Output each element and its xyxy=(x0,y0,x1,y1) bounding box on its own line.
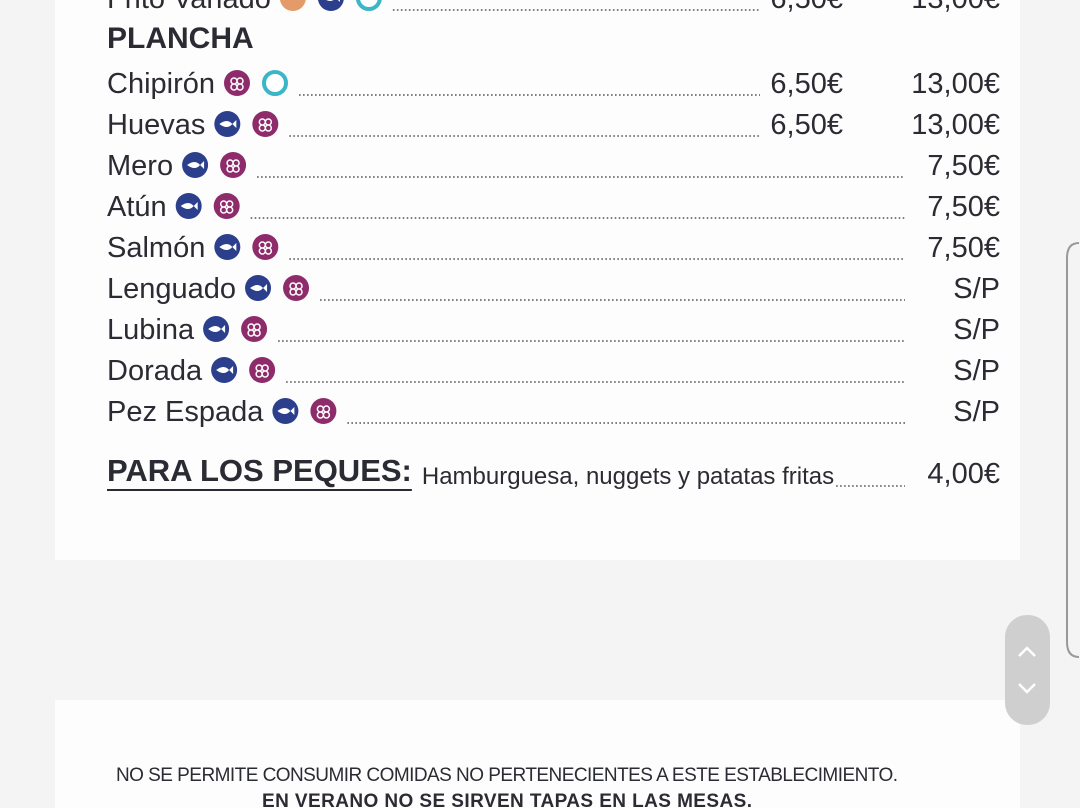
scroll-down-icon[interactable] xyxy=(1018,683,1036,694)
shrimp-icon xyxy=(280,0,306,11)
scroll-up-icon[interactable] xyxy=(1018,646,1036,657)
fish-shape xyxy=(219,120,237,128)
scroll-track xyxy=(1066,242,1080,658)
section-title: PLANCHA xyxy=(107,22,254,55)
item-name: Atún xyxy=(107,191,167,223)
full-price: 13,00€ xyxy=(911,68,1000,100)
kids-price: 4,00€ xyxy=(927,458,1000,490)
footer-line: NO SE PERMITE CONSUMIR COMIDAS NO PERTEN… xyxy=(116,765,898,786)
item-name: Frito Variado xyxy=(107,0,271,15)
fish-shape xyxy=(180,202,198,210)
fish-shape xyxy=(277,407,295,415)
item-name: Chipirón xyxy=(107,68,215,100)
mollusk-icon xyxy=(356,0,382,11)
item-name: Salmón xyxy=(107,232,205,264)
allergen-shape xyxy=(219,200,234,214)
half-price: 6,50€ xyxy=(770,68,843,100)
allergen-shape xyxy=(255,364,269,378)
fish-shape xyxy=(208,325,226,333)
allergen-shape xyxy=(316,405,331,419)
full-price: S/P xyxy=(953,355,1000,387)
allergen-shape xyxy=(258,118,273,132)
item-name: Pez Espada xyxy=(107,396,264,428)
item-name: Dorada xyxy=(107,355,203,387)
full-price: 13,00€ xyxy=(911,0,1000,15)
full-price: 7,50€ xyxy=(927,150,1000,182)
fish-icon xyxy=(318,0,344,11)
half-price: 6,50€ xyxy=(770,0,843,15)
item-name: Lenguado xyxy=(107,273,236,305)
mollusk-icon xyxy=(262,70,288,96)
kids-description: Hamburguesa, nuggets y patatas fritas xyxy=(422,463,834,490)
fish-shape xyxy=(326,0,340,2)
footer-line: EN VERANO NO SE SIRVEN TAPAS EN LAS MESA… xyxy=(262,791,752,808)
fish-shape xyxy=(219,243,237,251)
allergen-shape xyxy=(226,159,240,173)
full-price: S/P xyxy=(953,314,1000,346)
fish-shape xyxy=(187,161,205,169)
full-price: 7,50€ xyxy=(927,191,1000,223)
full-price: 13,00€ xyxy=(911,109,1000,141)
allergen-shape xyxy=(230,77,244,91)
allergen-shape xyxy=(247,323,261,337)
fish-shape xyxy=(216,366,234,374)
full-price: S/P xyxy=(953,273,1000,305)
allergen-shape xyxy=(289,282,303,296)
item-name: Mero xyxy=(107,150,173,182)
allergen-shape xyxy=(258,241,273,255)
full-price: S/P xyxy=(953,396,1000,428)
scroll-buttons[interactable] xyxy=(1005,615,1050,725)
kids-title: PARA LOS PEQUES: xyxy=(107,453,412,488)
menu-paper xyxy=(55,0,1020,560)
item-name: Huevas xyxy=(107,109,205,141)
half-price: 6,50€ xyxy=(770,109,843,141)
fish-shape xyxy=(250,284,268,292)
item-name: Lubina xyxy=(107,314,195,346)
full-price: 7,50€ xyxy=(927,232,1000,264)
menu-paper-footer xyxy=(55,700,1020,808)
